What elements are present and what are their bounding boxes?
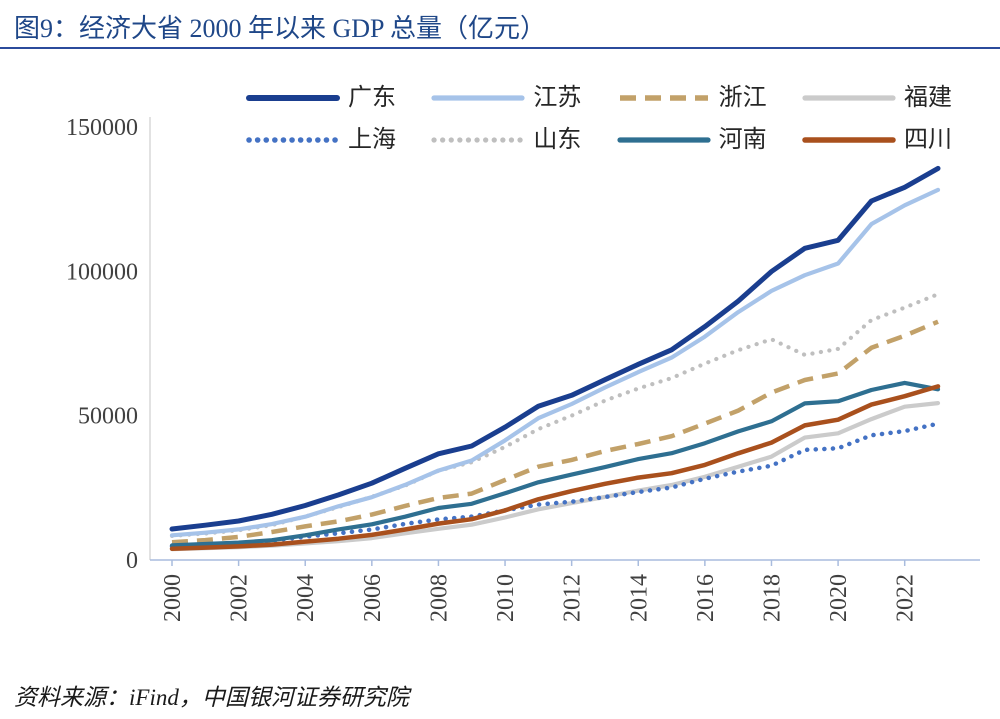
series-line [169, 401, 941, 552]
series-line [169, 380, 941, 548]
legend-row: 上海 山东 河南 四川 [246, 126, 952, 155]
legend-label: 山东 [533, 126, 582, 153]
legend-item: 上海 [246, 126, 396, 155]
series-line [169, 384, 941, 551]
legend-line-sample [619, 95, 708, 102]
legend-line-sample [431, 95, 525, 101]
x-tick-label: 2020 [826, 574, 852, 622]
legend-label: 江苏 [533, 85, 582, 111]
x-tick-label: 2008 [426, 574, 452, 622]
x-tick-label: 2018 [759, 574, 785, 622]
x-tick-label: 2004 [293, 574, 319, 622]
legend-item: 江苏 [431, 84, 581, 113]
legend-item: 河南 [617, 126, 767, 155]
legend-label: 浙江 [718, 85, 767, 111]
svg-text:2022: 2022 [893, 574, 919, 622]
series-line [169, 187, 941, 538]
series-line [169, 292, 941, 538]
x-tick-label: 2002 [227, 574, 253, 622]
svg-text:2014: 2014 [626, 574, 652, 622]
svg-text:2004: 2004 [293, 574, 319, 622]
legend-label: 广东 [348, 85, 396, 111]
svg-text:2006: 2006 [360, 574, 386, 622]
legend-label: 四川 [903, 126, 952, 153]
legend-line-sample [246, 95, 340, 102]
chart-legend: 广东 江苏 浙江 福建上海 山东 河南 四川 [246, 84, 952, 155]
x-tick-label: 2010 [493, 574, 519, 622]
legend-item: 四川 [802, 126, 952, 155]
legend-line-sample [802, 137, 896, 143]
legend-line-sample [246, 137, 340, 143]
legend-item: 浙江 [617, 84, 767, 113]
y-tick-label: 100000 [66, 259, 138, 285]
figure-title: 图9：经济大省 2000 年以来 GDP 总量（亿元） [14, 14, 547, 43]
series-line [171, 319, 939, 545]
legend-item: 山东 [431, 126, 581, 155]
y-tick-label: 0 [126, 548, 138, 574]
svg-text:2020: 2020 [826, 574, 852, 622]
x-tick-label: 2012 [560, 574, 586, 622]
x-tick-label: 2016 [693, 574, 719, 622]
y-tick-label: 150000 [66, 115, 138, 141]
y-tick-label: 50000 [78, 404, 138, 430]
svg-text:2016: 2016 [693, 574, 719, 622]
svg-text:2000: 2000 [160, 574, 186, 622]
series-line [169, 165, 941, 532]
svg-text:2012: 2012 [560, 574, 586, 622]
source-note: 资料来源：iFind，中国银河证券研究院 [14, 685, 409, 710]
legend-label: 河南 [718, 126, 767, 153]
x-tick-label: 2022 [893, 574, 919, 622]
legend-line-sample [617, 137, 711, 143]
legend-item: 福建 [802, 84, 952, 113]
svg-text:2008: 2008 [426, 574, 452, 622]
gdp-line-chart: 0 50000 100000 150000 2000 2002 2004 2006 2008 20… [66, 115, 980, 622]
legend-item: 广东 [246, 84, 396, 113]
x-tick-label: 2014 [626, 574, 652, 622]
title-divider [0, 47, 1000, 49]
svg-text:2010: 2010 [493, 574, 519, 622]
x-tick-label: 2006 [360, 574, 386, 622]
legend-label: 福建 [903, 85, 952, 111]
legend-row: 广东 江苏 浙江 福建 [246, 84, 952, 113]
legend-line-sample [802, 95, 896, 101]
x-tick-label: 2000 [160, 574, 186, 622]
svg-text:2002: 2002 [227, 574, 253, 622]
svg-text:2018: 2018 [759, 574, 785, 622]
legend-label: 上海 [348, 126, 396, 153]
legend-line-sample [431, 137, 525, 143]
